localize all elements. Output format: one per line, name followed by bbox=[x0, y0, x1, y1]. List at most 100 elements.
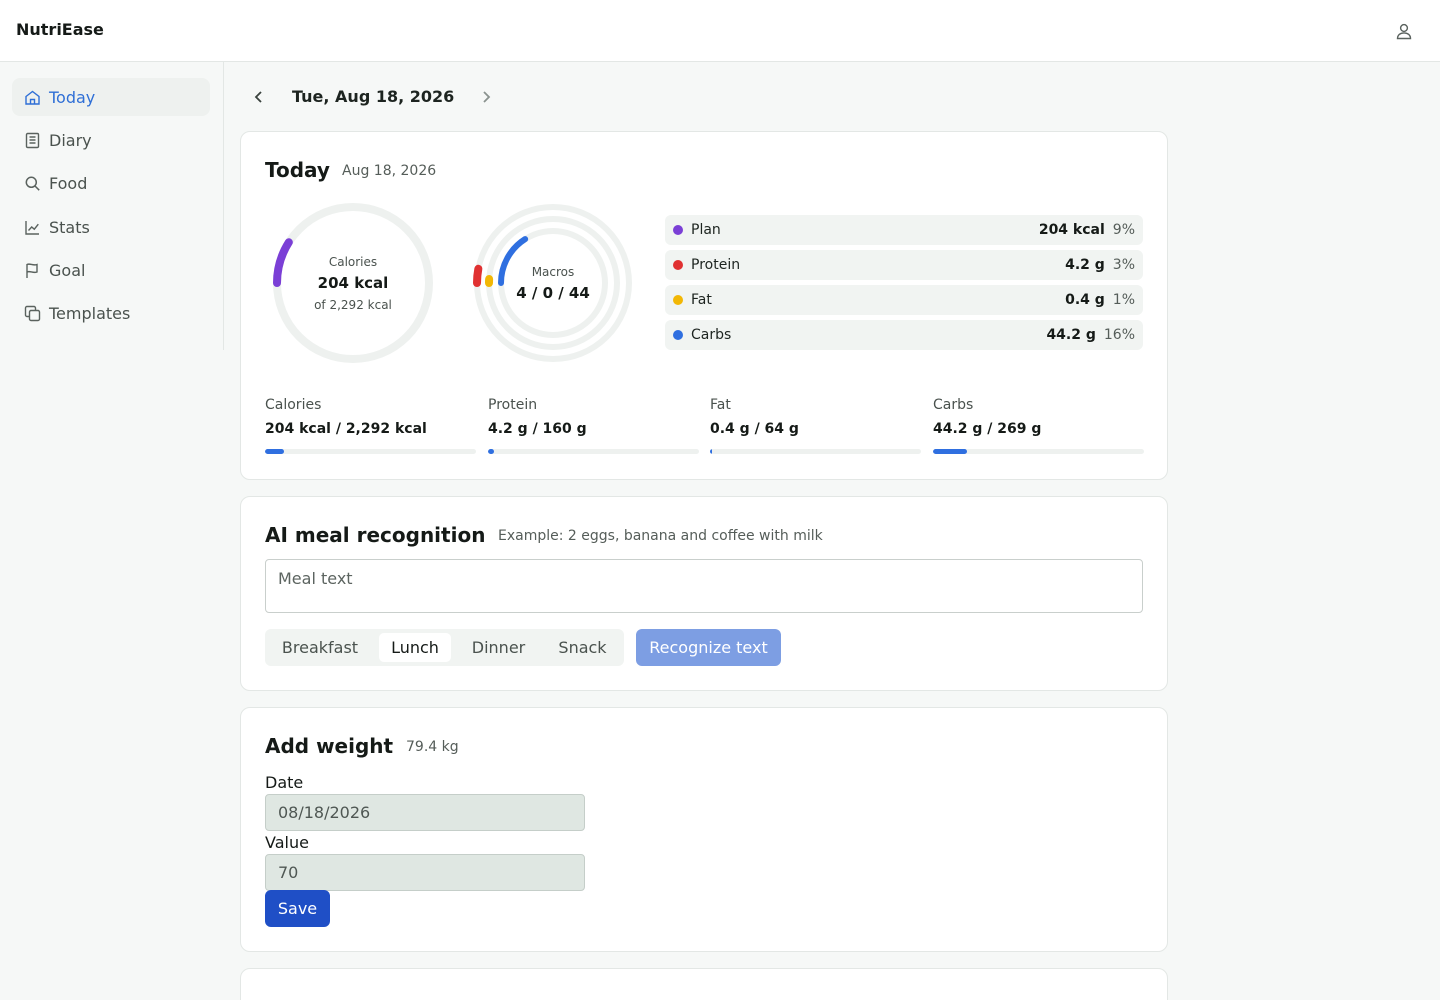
ring-label: Calories bbox=[328, 254, 378, 269]
legend-plan: Plan 204 kcal 9% bbox=[665, 215, 1143, 245]
date-label: Date bbox=[265, 773, 304, 792]
card-title: Today bbox=[265, 158, 330, 182]
progress-track bbox=[488, 449, 699, 454]
home-icon bbox=[24, 89, 41, 106]
legend-percent: 9% bbox=[1112, 222, 1135, 238]
calories-ring: Calories 204 kcal of 2,292 kcal bbox=[269, 199, 437, 367]
sidebar-item-diary[interactable]: Diary bbox=[12, 121, 210, 159]
stat-label: Calories bbox=[265, 397, 322, 413]
book-icon bbox=[24, 132, 41, 149]
progress-fill bbox=[265, 449, 284, 454]
sidebar-item-stats[interactable]: Stats bbox=[12, 208, 210, 246]
legend-name: Protein bbox=[691, 257, 741, 273]
calories-ring-arc bbox=[273, 238, 293, 287]
meal-text-input[interactable] bbox=[265, 559, 1143, 613]
legend-value: 4.2 g bbox=[1065, 257, 1105, 273]
current-date: Tue, Aug 18, 2026 bbox=[292, 87, 455, 106]
carbs-dot bbox=[673, 330, 683, 340]
ring-value: 204 kcal bbox=[317, 273, 389, 292]
legend-value: 204 kcal bbox=[1038, 222, 1105, 238]
progress-track bbox=[933, 449, 1144, 454]
value-label: Value bbox=[265, 833, 309, 852]
card-date: Aug 18, 2026 bbox=[342, 163, 437, 179]
stat-fat: Fat 0.4 g / 64 g bbox=[710, 397, 921, 454]
card-title: AI meal recognition bbox=[265, 523, 486, 547]
chevron-right-icon[interactable] bbox=[475, 86, 497, 108]
copy-icon bbox=[24, 305, 41, 322]
ring-label: Macros bbox=[531, 264, 575, 279]
protein-dot bbox=[673, 260, 683, 270]
legend-percent: 3% bbox=[1112, 257, 1135, 273]
progress-fill bbox=[710, 449, 713, 454]
chevron-left-icon[interactable] bbox=[248, 86, 270, 108]
progress-track bbox=[265, 449, 476, 454]
legend-protein: Protein 4.2 g 3% bbox=[665, 250, 1143, 280]
progress-track bbox=[710, 449, 921, 454]
weight-value-field[interactable] bbox=[265, 854, 585, 891]
legend-name: Fat bbox=[691, 292, 712, 308]
calories-ring-text: Calories 204 kcal of 2,292 kcal bbox=[269, 199, 437, 367]
ring-target: of 2,292 kcal bbox=[314, 297, 392, 312]
progress-fill bbox=[933, 449, 967, 454]
top-bar: NutriEase bbox=[0, 0, 1440, 62]
meal-option-snack[interactable]: Snack bbox=[558, 638, 607, 657]
sidebar-item-label: Goal bbox=[49, 260, 86, 280]
stat-value: 44.2 g / 269 g bbox=[933, 421, 1042, 437]
card-title: Add weight bbox=[265, 734, 394, 758]
legend-percent: 16% bbox=[1103, 327, 1135, 343]
sidebar: Today Diary Food Stats Goal Templates bbox=[0, 62, 224, 350]
meal-option-breakfast[interactable]: Breakfast bbox=[281, 638, 359, 657]
stat-label: Fat bbox=[710, 397, 731, 413]
ai-example: Example: 2 eggs, banana and coffee with … bbox=[498, 528, 823, 544]
ai-recognition-card: AI meal recognition Example: 2 eggs, ban… bbox=[240, 496, 1168, 691]
recognize-text-button[interactable]: Recognize text bbox=[636, 629, 781, 666]
brand-logo[interactable]: NutriEase bbox=[16, 20, 104, 39]
flag-icon bbox=[24, 262, 41, 279]
next-card bbox=[240, 968, 1168, 1000]
legend-name: Carbs bbox=[691, 327, 732, 343]
stat-label: Carbs bbox=[933, 397, 974, 413]
legend-carbs: Carbs 44.2 g 16% bbox=[665, 320, 1143, 350]
sidebar-item-label: Today bbox=[49, 87, 96, 107]
current-weight: 79.4 kg bbox=[406, 739, 459, 755]
stat-carbs: Carbs 44.2 g / 269 g bbox=[933, 397, 1144, 454]
fat-dot bbox=[673, 295, 683, 305]
sidebar-item-goal[interactable]: Goal bbox=[12, 251, 210, 289]
progress-fill bbox=[488, 449, 495, 454]
plan-dot bbox=[673, 225, 683, 235]
meal-option-dinner[interactable]: Dinner bbox=[471, 638, 526, 657]
macros-ring: Macros 4 / 0 / 44 bbox=[469, 199, 637, 367]
stat-protein: Protein 4.2 g / 160 g bbox=[488, 397, 699, 454]
stat-value: 0.4 g / 64 g bbox=[710, 421, 799, 437]
legend-fat: Fat 0.4 g 1% bbox=[665, 285, 1143, 315]
legend-value: 44.2 g bbox=[1046, 327, 1096, 343]
chart-icon bbox=[24, 219, 41, 236]
stat-value: 4.2 g / 160 g bbox=[488, 421, 587, 437]
carbs-ring-arc bbox=[498, 236, 529, 286]
date-field[interactable] bbox=[265, 794, 585, 831]
add-weight-card: Add weight 79.4 kg Date Value Save bbox=[240, 707, 1168, 952]
sidebar-item-food[interactable]: Food bbox=[12, 164, 210, 202]
sidebar-item-templates[interactable]: Templates bbox=[12, 294, 210, 332]
meal-option-lunch[interactable]: Lunch bbox=[379, 633, 451, 662]
sidebar-item-today[interactable]: Today bbox=[12, 78, 210, 116]
stat-label: Protein bbox=[488, 397, 538, 413]
sidebar-item-label: Templates bbox=[49, 303, 131, 323]
meal-type-selector: Breakfast Lunch Dinner Snack bbox=[265, 629, 624, 666]
sidebar-item-label: Stats bbox=[49, 217, 90, 237]
protein-ring-arc bbox=[473, 264, 483, 287]
sidebar-item-label: Food bbox=[49, 173, 88, 193]
stat-calories: Calories 204 kcal / 2,292 kcal bbox=[265, 397, 476, 454]
macros-ring-text: Macros 4 / 0 / 44 bbox=[469, 199, 637, 367]
sidebar-item-label: Diary bbox=[49, 130, 92, 150]
legend-value: 0.4 g bbox=[1065, 292, 1105, 308]
ring-value: 4 / 0 / 44 bbox=[516, 283, 590, 302]
user-icon[interactable] bbox=[1392, 19, 1416, 43]
legend-percent: 1% bbox=[1112, 292, 1135, 308]
save-button[interactable]: Save bbox=[265, 890, 330, 927]
stat-value: 204 kcal / 2,292 kcal bbox=[265, 421, 427, 437]
today-card: Today Aug 18, 2026 Calories 204 kcal of … bbox=[240, 131, 1168, 480]
legend-name: Plan bbox=[691, 222, 721, 238]
search-icon bbox=[24, 175, 41, 192]
date-navigator: Tue, Aug 18, 2026 bbox=[248, 82, 508, 112]
